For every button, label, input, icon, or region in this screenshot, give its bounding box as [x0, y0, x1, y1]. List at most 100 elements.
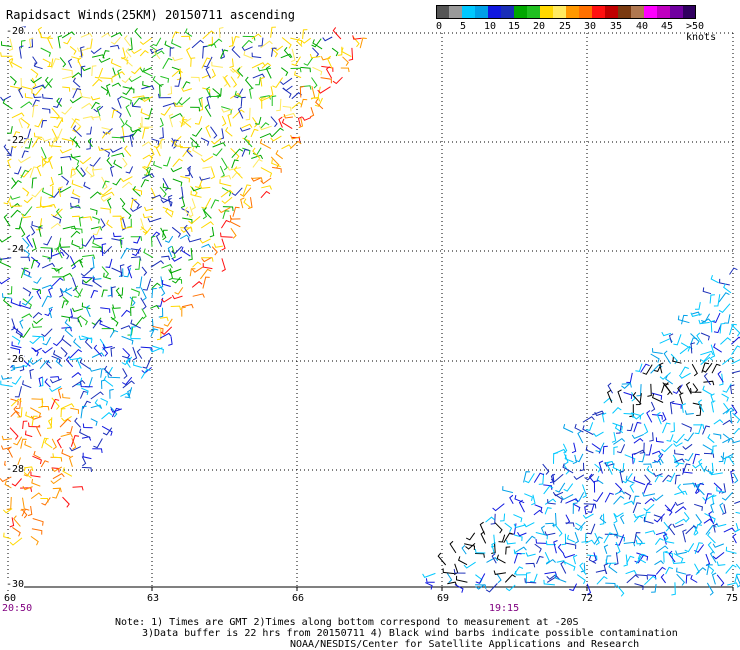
wind-barb	[545, 540, 556, 546]
wind-barb	[130, 296, 137, 307]
wind-barb	[120, 247, 131, 259]
wind-barb	[28, 37, 34, 49]
wind-barb	[132, 346, 138, 361]
wind-barb	[62, 86, 71, 92]
wind-barb	[81, 66, 91, 72]
wind-barb	[724, 314, 731, 324]
wind-barb	[550, 473, 556, 485]
wind-barb	[300, 98, 308, 108]
wind-barb	[50, 477, 62, 485]
wind-barb	[100, 307, 111, 313]
scale-swatch	[579, 5, 592, 19]
wind-barb	[693, 424, 705, 429]
wind-barb	[100, 397, 108, 406]
wind-barb	[692, 383, 699, 394]
wind-barb	[72, 77, 81, 88]
wind-barb	[584, 473, 595, 481]
wind-barb	[53, 118, 63, 129]
wind-barb	[31, 288, 41, 295]
wind-barb	[201, 257, 214, 262]
wind-barb	[290, 67, 302, 73]
wind-barb	[18, 156, 31, 164]
wind-barb	[636, 552, 649, 561]
wind-barb	[142, 80, 151, 88]
wind-barb	[675, 550, 687, 555]
wind-barb	[64, 287, 73, 297]
wind-barb	[181, 87, 192, 92]
wind-barb	[48, 185, 54, 199]
wind-barb	[14, 386, 22, 398]
wind-barb	[613, 513, 618, 524]
wind-barb	[636, 384, 642, 397]
wind-barb	[696, 404, 702, 416]
wind-barb	[155, 233, 163, 247]
wind-barb	[192, 127, 203, 137]
wind-barb	[41, 437, 49, 449]
wind-barb	[712, 543, 724, 548]
wind-barb	[39, 202, 53, 208]
wind-barb	[653, 472, 663, 477]
wind-barb	[221, 157, 228, 171]
wind-barb	[635, 574, 648, 580]
wind-barb	[15, 217, 23, 230]
wind-barb	[185, 167, 191, 177]
note-line-3: NOAA/NESDIS/Center for Satellite Applica…	[290, 639, 640, 650]
wind-barb	[101, 131, 111, 139]
wind-barb	[144, 206, 154, 212]
wind-barb	[160, 106, 171, 116]
wind-barb	[271, 159, 281, 168]
wind-barb	[1, 435, 12, 441]
wind-barb	[119, 197, 126, 208]
scale-swatch	[553, 5, 566, 19]
wind-barb	[59, 418, 72, 428]
wind-barb	[91, 116, 102, 121]
wind-barb	[124, 145, 132, 157]
wind-barb	[713, 324, 722, 334]
wind-barb	[542, 463, 550, 475]
wind-barb	[272, 77, 284, 89]
wind-barb	[102, 50, 110, 59]
wind-barb	[547, 499, 556, 505]
wind-barb	[44, 438, 53, 449]
wind-barb	[64, 319, 73, 329]
wind-barb	[19, 226, 26, 238]
wind-barb	[632, 391, 642, 405]
wind-barb	[234, 90, 242, 99]
wind-barb	[182, 217, 193, 224]
wind-barb	[229, 58, 234, 68]
wind-barb	[653, 364, 662, 372]
wind-barb	[694, 423, 703, 435]
wind-barb	[635, 393, 642, 406]
wind-barb	[22, 420, 28, 429]
wind-barb	[524, 473, 535, 484]
wind-barb	[49, 378, 62, 384]
wind-barb	[172, 158, 183, 168]
wind-barb	[465, 532, 476, 541]
wind-barb	[582, 416, 595, 423]
wind-barb	[718, 303, 731, 313]
wind-barb	[30, 407, 42, 418]
wind-barb	[81, 387, 89, 396]
wind-barb	[60, 433, 73, 438]
wind-barb	[180, 226, 192, 233]
wind-barb	[51, 438, 57, 450]
wind-barb	[205, 124, 211, 138]
wind-barb	[210, 38, 223, 47]
wind-barb	[121, 181, 133, 189]
wind-barb	[41, 187, 53, 197]
wind-barb	[41, 328, 53, 337]
wind-barb	[437, 552, 447, 566]
wind-barb	[677, 315, 690, 324]
wind-barb	[457, 556, 468, 566]
wind-barb	[662, 422, 671, 434]
x-label-5: 75	[726, 593, 739, 604]
wind-barb	[48, 306, 54, 319]
scale-swatch	[488, 5, 501, 19]
wind-barb	[710, 344, 716, 359]
wind-barb	[142, 213, 152, 219]
wind-barb	[105, 83, 111, 97]
wind-barb	[191, 186, 203, 192]
wind-barb	[492, 503, 505, 512]
wind-barb	[707, 531, 716, 544]
wind-barb	[703, 380, 715, 386]
